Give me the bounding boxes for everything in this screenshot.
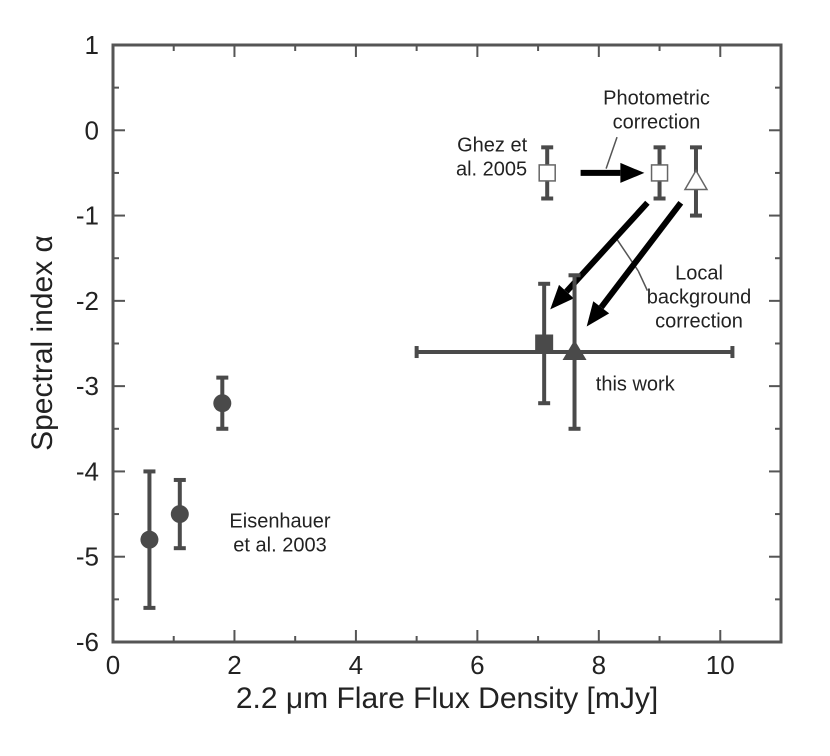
annotation: Ghez et al. 2005 [456,135,528,181]
arrow-shaft [564,200,650,294]
data-point-open-square [538,164,556,182]
data-point-filled-triangle [562,340,587,361]
plot-frame [111,43,783,644]
y-tick-label: -1 [76,201,99,231]
annotation-line: correction [613,112,701,134]
annotation: Eisenhauer et al. 2003 [229,511,331,557]
arrow-head [620,162,645,183]
annotation-line: this work [596,373,676,395]
annotation-line: background [647,287,752,309]
y-tick-label: -4 [76,456,99,486]
annotation-line: Ghez et [457,135,527,157]
annotation: Photometric correction [603,88,710,134]
y-tick-label: -2 [76,286,99,316]
leader-line [637,270,649,291]
x-tick-label: 10 [706,650,735,680]
y-tick-label: -3 [76,371,99,401]
data-point-circle [213,394,232,413]
y-tick-label: -6 [76,627,99,657]
x-tick-label: 6 [470,650,484,680]
annotation-line: correction [655,311,743,333]
data-point-filled-square [535,334,554,353]
y-tick-label: -5 [76,542,99,572]
arrow-shaft [598,200,684,310]
annotation-line: Local [675,263,723,285]
annotation-line: et al. 2003 [233,535,326,557]
data-point-circle [170,505,189,524]
data-point-open-triangle [683,168,709,191]
x-tick-label: 2 [227,650,241,680]
x-tick-label: 0 [106,650,120,680]
y-tick-label: 0 [85,115,99,145]
annotation: Local background correction [647,263,752,333]
y-axis-title: Spectral index α [26,235,59,451]
annotation-line: Photometric [603,88,710,110]
annotation-line: Eisenhauer [229,511,331,533]
markers [140,164,709,549]
annotation-line: al. 2005 [456,159,527,181]
data-point-open-square [650,164,669,182]
arrow-head [550,284,574,310]
y-tick-label: 1 [85,30,99,60]
arrow-head [586,301,610,327]
x-axis-title: 2.2 μm Flare Flux Density [mJy] [236,682,658,715]
data-point-circle [140,530,159,549]
annotation: this work [596,373,676,395]
x-tick-label: 8 [592,650,606,680]
leader-line [605,136,618,169]
x-tick-label: 4 [349,650,363,680]
